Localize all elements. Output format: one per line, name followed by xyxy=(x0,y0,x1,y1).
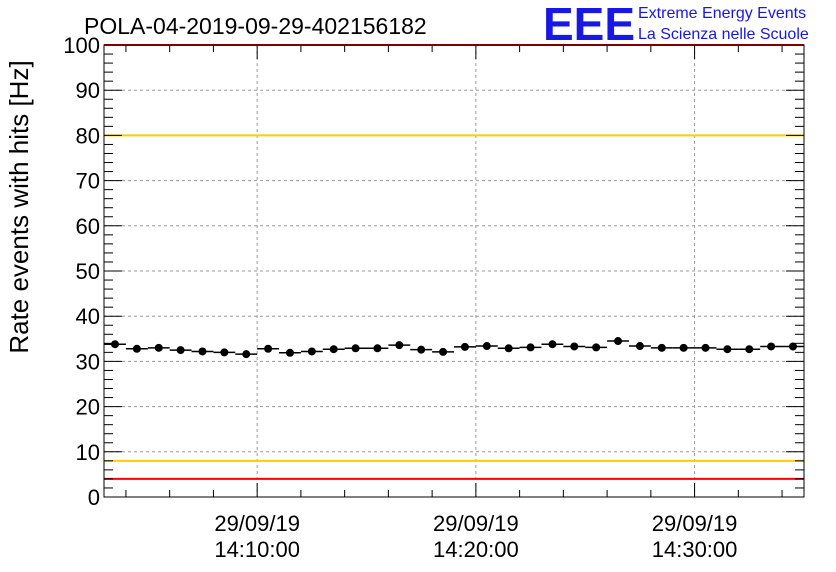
axes xyxy=(103,44,805,498)
y-tick-label: 80 xyxy=(76,123,100,148)
data-point xyxy=(395,341,404,350)
y-axis-label: Rate events with hits [Hz] xyxy=(4,60,34,353)
data-point xyxy=(198,347,207,356)
data-point xyxy=(460,342,469,351)
data-point xyxy=(285,348,294,357)
y-tick-label: 100 xyxy=(63,33,100,58)
data-point xyxy=(329,345,338,354)
data-series xyxy=(104,337,804,359)
data-point xyxy=(176,346,185,355)
data-point xyxy=(307,347,316,356)
x-tick-date-label: 29/09/19 xyxy=(433,511,519,536)
data-point xyxy=(592,343,601,352)
y-tick-label: 10 xyxy=(76,440,100,465)
data-point xyxy=(789,342,797,351)
data-point xyxy=(745,345,754,354)
logo-line-1: Extreme Energy Events xyxy=(638,5,806,22)
chart-title: POLA-04-2019-09-29-402156182 xyxy=(84,13,427,39)
data-point xyxy=(657,343,666,352)
data-point xyxy=(351,344,360,353)
y-tick-labels: 0 10 20 30 40 50 60 70 80 90 100 xyxy=(63,33,100,510)
data-point xyxy=(439,347,448,356)
data-point xyxy=(220,348,229,357)
x-tick-date-label: 29/09/19 xyxy=(214,511,300,536)
data-point xyxy=(570,342,579,351)
y-tick-label: 40 xyxy=(76,304,100,329)
x-tick-date-label: 29/09/19 xyxy=(652,511,738,536)
x-tick-time-label: 14:30:00 xyxy=(652,537,738,562)
data-point xyxy=(635,342,644,351)
data-point xyxy=(132,344,141,353)
x-tick-labels: 29/09/1914:10:0029/09/1914:20:0029/09/19… xyxy=(214,511,737,562)
data-point xyxy=(723,345,732,354)
logo-line-2: La Scienza nelle Scuole xyxy=(638,26,809,43)
grid xyxy=(104,45,804,497)
y-tick-label: 20 xyxy=(76,395,100,420)
data-point xyxy=(154,343,163,352)
data-point xyxy=(526,343,535,352)
data-point xyxy=(767,342,776,351)
x-tick-time-label: 14:10:00 xyxy=(214,537,300,562)
data-point xyxy=(614,337,623,346)
data-point xyxy=(679,343,688,352)
y-tick-label: 70 xyxy=(76,169,100,194)
data-point xyxy=(242,350,251,359)
y-tick-label: 0 xyxy=(88,485,100,510)
reference-lines xyxy=(104,44,804,480)
data-point xyxy=(111,340,119,349)
data-point xyxy=(417,345,426,354)
data-point xyxy=(264,344,273,353)
y-tick-label: 90 xyxy=(76,78,100,103)
data-point xyxy=(548,340,557,349)
y-tick-label: 50 xyxy=(76,259,100,284)
eee-logo: EEE xyxy=(543,0,635,50)
y-tick-label: 60 xyxy=(76,214,100,239)
data-point xyxy=(373,344,382,353)
x-tick-time-label: 14:20:00 xyxy=(433,537,519,562)
data-point xyxy=(482,342,491,351)
data-point xyxy=(701,343,710,352)
data-point xyxy=(504,344,513,353)
y-tick-label: 30 xyxy=(76,349,100,374)
